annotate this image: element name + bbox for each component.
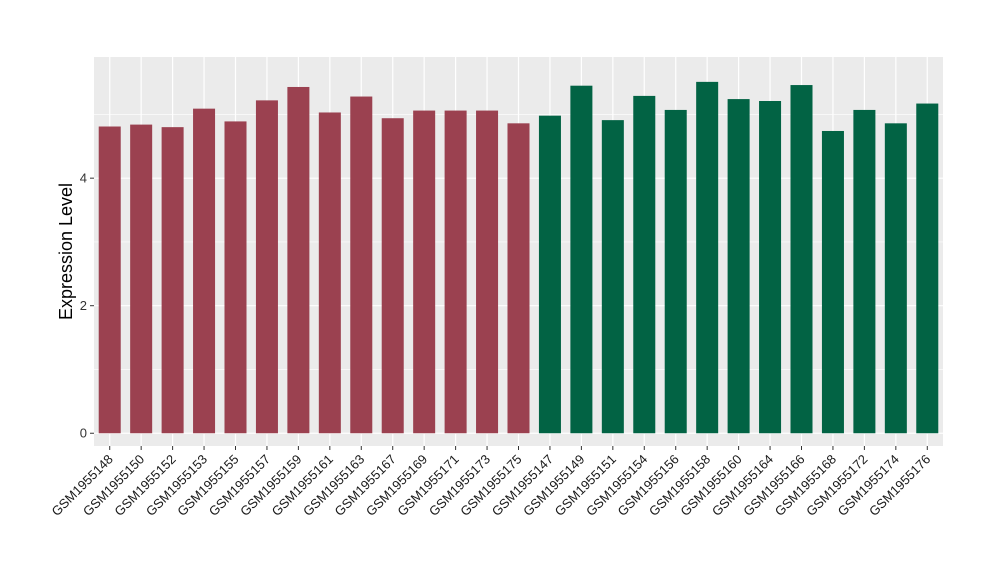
bars	[98, 81, 939, 434]
bar	[287, 86, 310, 434]
y-tick-label: 2	[80, 298, 87, 313]
bar	[696, 81, 719, 434]
x-axis: GSM1955148GSM1955150GSM1955152GSM1955153…	[49, 446, 933, 519]
bar	[318, 112, 341, 434]
bar	[916, 103, 939, 434]
bar	[727, 99, 750, 434]
bar	[255, 100, 278, 434]
bar	[790, 85, 813, 434]
bar	[381, 118, 404, 434]
bar	[601, 120, 624, 434]
bar	[538, 115, 561, 434]
bar	[193, 108, 216, 434]
bar	[884, 123, 907, 434]
bar	[413, 110, 436, 434]
bar	[224, 121, 247, 434]
bar	[350, 96, 373, 434]
y-tick-label: 4	[80, 171, 87, 186]
y-axis-title: Expression Level	[56, 183, 76, 320]
bar	[664, 109, 687, 434]
bar	[759, 101, 782, 434]
bar	[444, 110, 467, 434]
bar	[507, 123, 530, 434]
bar	[853, 109, 876, 434]
bar	[98, 126, 121, 434]
y-axis: 0 2 4	[80, 171, 94, 441]
bar	[570, 85, 593, 434]
bar	[161, 127, 184, 434]
bar	[130, 124, 153, 434]
y-tick-label: 0	[80, 426, 87, 441]
bar	[633, 95, 656, 434]
bar	[821, 130, 844, 434]
bar	[476, 110, 499, 434]
